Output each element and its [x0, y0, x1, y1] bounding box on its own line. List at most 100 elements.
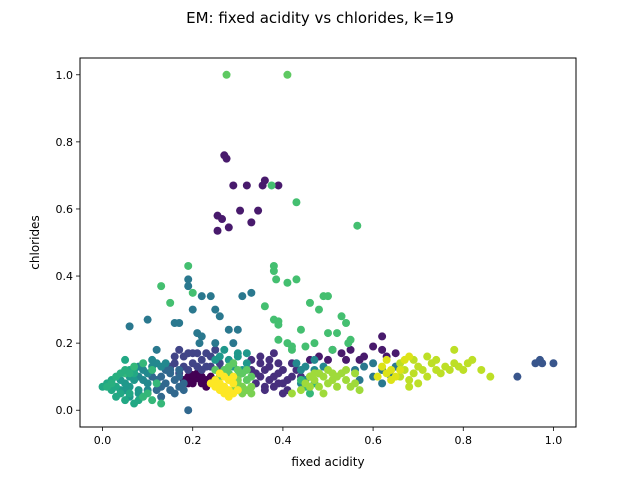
data-point — [233, 386, 242, 395]
data-point — [211, 305, 220, 314]
data-point — [378, 379, 387, 388]
data-point — [333, 329, 342, 338]
data-point — [387, 376, 396, 385]
data-point — [179, 386, 188, 395]
y-tick-label: 0.0 — [56, 404, 74, 417]
data-point — [450, 345, 459, 354]
data-point — [353, 221, 362, 230]
data-point — [152, 386, 161, 395]
data-point — [256, 359, 265, 368]
data-point — [170, 359, 179, 368]
x-axis-label: fixed acidity — [291, 455, 364, 469]
y-tick-label: 0.8 — [56, 136, 74, 149]
data-point — [179, 379, 188, 388]
data-point — [405, 352, 414, 361]
x-axis: 0.0 0.2 0.4 0.6 0.8 1.0 — [94, 427, 562, 447]
data-point — [387, 365, 396, 374]
data-point — [287, 372, 296, 381]
data-point — [197, 332, 206, 341]
data-point — [256, 352, 265, 361]
data-point — [224, 325, 233, 334]
data-point — [274, 335, 283, 344]
data-point — [238, 292, 247, 301]
data-point — [328, 369, 337, 378]
data-point — [148, 365, 157, 374]
data-point — [143, 379, 152, 388]
data-point — [260, 176, 269, 185]
data-point — [267, 181, 276, 190]
data-point — [305, 382, 314, 391]
data-point — [538, 359, 547, 368]
data-point — [184, 282, 193, 291]
data-point — [247, 389, 256, 398]
data-point — [360, 362, 369, 371]
data-point — [405, 376, 414, 385]
x-tick-label: 0.4 — [274, 434, 292, 447]
data-point — [211, 339, 220, 348]
data-point — [346, 345, 355, 354]
data-point — [486, 372, 495, 381]
data-point — [310, 369, 319, 378]
data-point — [229, 181, 238, 190]
data-point — [139, 359, 148, 368]
data-point — [130, 362, 139, 371]
data-point — [247, 218, 256, 227]
data-point — [157, 399, 166, 408]
chart-title: EM: fixed acidity vs chlorides, k=19 — [186, 9, 454, 27]
data-point — [292, 198, 301, 207]
data-point — [342, 319, 351, 328]
data-point — [152, 345, 161, 354]
data-point — [247, 288, 256, 297]
data-point — [269, 349, 278, 358]
data-point — [396, 365, 405, 374]
data-point — [278, 365, 287, 374]
data-point — [319, 372, 328, 381]
data-point — [310, 355, 319, 364]
data-point — [206, 292, 215, 301]
data-point — [310, 376, 319, 385]
data-point — [254, 206, 263, 215]
data-point — [188, 349, 197, 358]
data-point — [175, 345, 184, 354]
data-point — [242, 349, 251, 358]
data-point — [213, 226, 222, 235]
data-point — [436, 369, 445, 378]
data-point — [283, 70, 292, 79]
data-point — [305, 389, 314, 398]
data-point — [324, 355, 332, 364]
data-point — [549, 359, 558, 368]
data-point — [220, 345, 229, 354]
x-tick-label: 1.0 — [545, 434, 563, 447]
data-point — [342, 355, 351, 364]
data-point — [170, 389, 179, 398]
data-point — [197, 355, 206, 364]
data-point — [287, 389, 296, 398]
data-point — [391, 349, 400, 358]
data-point — [382, 355, 391, 364]
data-point — [378, 362, 387, 371]
data-point — [274, 379, 283, 388]
y-axis: 0.0 0.2 0.4 0.6 0.8 1.0 — [56, 69, 80, 417]
data-point — [269, 267, 278, 276]
data-point — [314, 382, 323, 391]
x-tick-label: 0.2 — [184, 434, 202, 447]
data-point — [378, 332, 387, 341]
y-axis-label: chlorides — [28, 215, 42, 269]
data-point — [202, 349, 211, 358]
data-point — [121, 396, 130, 405]
data-point — [229, 379, 238, 388]
data-point — [301, 342, 310, 351]
x-tick-label: 0.0 — [94, 434, 112, 447]
data-point — [296, 386, 305, 395]
data-point — [423, 372, 432, 381]
y-tick-label: 1.0 — [56, 69, 74, 82]
data-point — [242, 359, 251, 368]
data-point — [175, 372, 184, 381]
data-point — [130, 376, 139, 385]
data-point — [157, 372, 166, 381]
data-point — [260, 302, 269, 311]
x-tick-label: 0.6 — [364, 434, 382, 447]
data-point — [233, 325, 242, 334]
data-point — [112, 392, 121, 401]
